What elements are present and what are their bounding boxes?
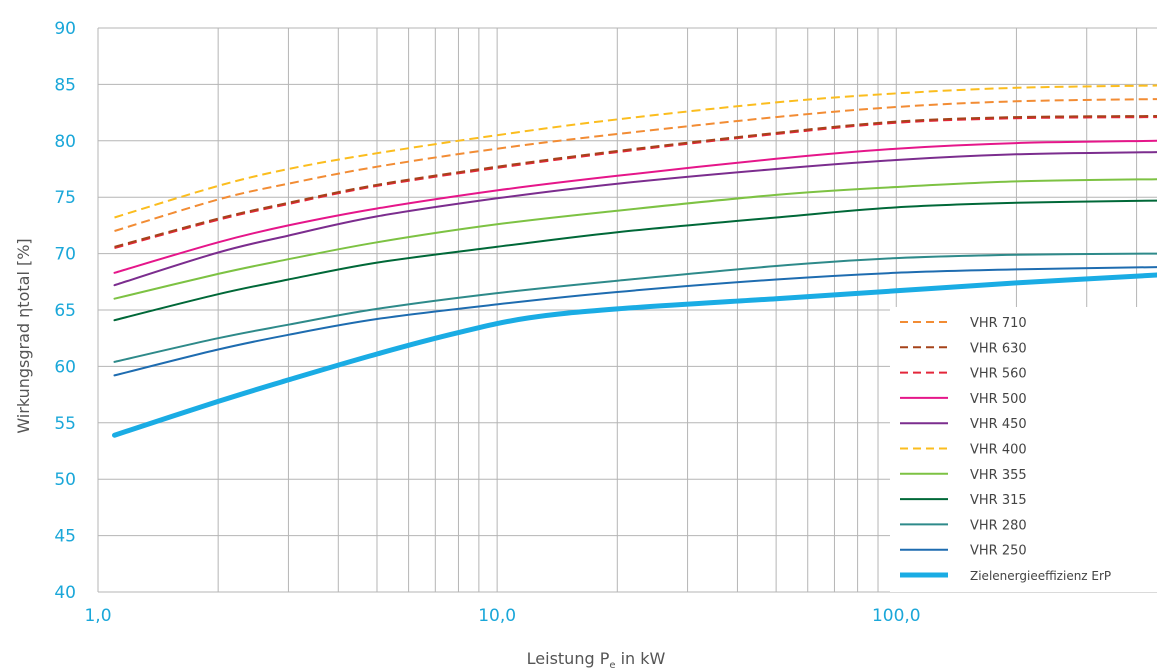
legend-label: VHR 560	[970, 367, 1027, 382]
series-line-vhr-450	[113, 151, 1157, 287]
y-tick-label: 45	[54, 527, 76, 547]
legend-label: VHR 630	[970, 341, 1027, 356]
y-tick-label: 90	[54, 19, 76, 39]
y-tick-label: 55	[54, 414, 76, 434]
x-tick-label: 1,0	[84, 606, 111, 626]
series-line-vhr-710	[114, 98, 1157, 232]
series-line-vhr-630	[114, 115, 1157, 248]
series-line-vhr-560	[114, 116, 1157, 249]
x-tick-label: 100,0	[872, 606, 921, 626]
y-tick-label: 75	[54, 188, 76, 208]
x-axis-label-suffix: in kW	[616, 649, 666, 668]
y-tick-label: 60	[54, 357, 76, 377]
legend-label: Zielenergieeffizienz ErP	[970, 569, 1111, 583]
y-tick-label: 70	[54, 245, 76, 265]
x-axis-label: Leistung Pe in kW	[527, 649, 666, 671]
x-tick-label: 10,0	[478, 606, 516, 626]
legend-label: VHR 500	[970, 392, 1027, 407]
legend-label: VHR 355	[970, 468, 1027, 483]
y-tick-label: 85	[54, 75, 76, 95]
x-axis-label-main: Leistung P	[527, 649, 610, 668]
y-tick-label: 40	[54, 583, 76, 603]
x-axis-ticks: 1,0 10,0 100,0	[84, 606, 920, 626]
series-line-vhr-250	[113, 266, 1157, 377]
legend-label: VHR 400	[970, 443, 1027, 458]
y-tick-label: 65	[54, 301, 76, 321]
y-tick-label: 50	[54, 470, 76, 490]
series-line-vhr-315	[113, 199, 1157, 322]
grid-lines	[97, 27, 1157, 593]
series-line-vhr-400	[114, 84, 1157, 219]
legend-label: VHR 710	[970, 316, 1027, 331]
legend-label: VHR 280	[970, 518, 1027, 533]
legend-box	[890, 307, 1157, 592]
x-axis-label-subscript: e	[609, 660, 615, 671]
legend: VHR 710 VHR 630 VHR 560 VHR 500 VHR 450 VHR 4…	[890, 307, 1157, 592]
series-line-vhr-500	[113, 139, 1157, 274]
series-lines	[112, 84, 1157, 438]
y-tick-label: 80	[54, 132, 76, 152]
y-axis-ticks: 40 45 50 55 60 65 70 75 80 85 90	[54, 19, 76, 603]
legend-label: VHR 450	[970, 417, 1027, 432]
series-line-zielenergieeffizienz-erp	[112, 272, 1157, 438]
series-line-vhr-355	[113, 178, 1157, 300]
legend-label: VHR 250	[970, 544, 1027, 559]
y-axis-label: Wirkungsgrad ηtotal [%]	[14, 238, 33, 433]
legend-label: VHR 315	[970, 493, 1027, 508]
series-line-vhr-280	[113, 252, 1157, 363]
